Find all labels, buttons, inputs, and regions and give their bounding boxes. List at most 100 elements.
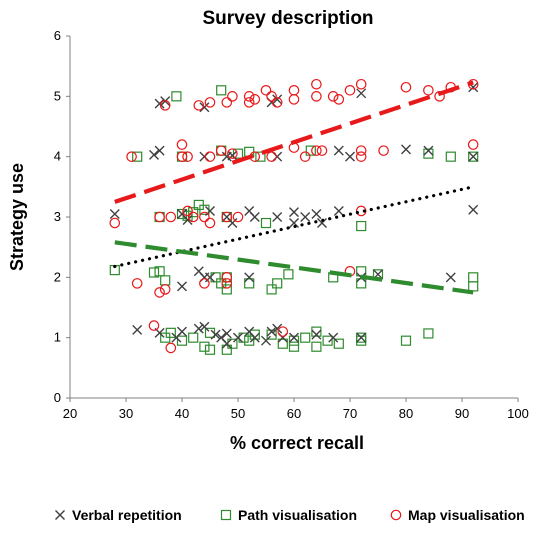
data-point [205,205,215,216]
data-point [165,211,177,223]
marker-stroke [468,151,479,162]
data-point [468,151,479,162]
axes: 0 1 2 3 4 5 6 20 30 40 50 60 70 80 90 100 [54,28,529,421]
data-point [311,145,322,156]
data-point [266,151,277,162]
data-point [244,272,255,283]
marker-stroke [193,323,204,334]
data-point [467,139,479,150]
data-point [289,218,299,229]
data-point [182,151,193,162]
data-point [204,97,216,108]
data-point [271,97,283,108]
data-point [132,151,143,162]
marker-stroke [345,151,355,162]
data-point [272,212,283,222]
data-point [283,269,294,280]
data-point [356,88,367,99]
data-point [266,326,277,337]
data-point [300,212,311,222]
data-point [356,220,367,232]
marker-stroke [249,332,260,343]
data-point [221,344,232,355]
y-tick-label: 2 [54,269,61,284]
data-point [165,327,176,338]
marker-stroke [216,332,227,343]
data-point [160,275,171,286]
legend-label: Map visualisation [408,507,525,523]
data-point [199,341,210,352]
data-point [266,284,277,295]
data-point [132,324,143,335]
data-point [378,145,389,156]
marker-stroke [272,151,283,162]
data-point [260,217,272,229]
data-point [261,335,271,346]
chart-title: Survey description [202,8,373,29]
legend-item: Verbal repetition [55,507,182,523]
data-point [244,335,255,346]
data-point [148,267,160,278]
marker-stroke [277,332,288,343]
marker-stroke [272,323,283,334]
data-point [333,205,344,216]
data-point [266,329,277,340]
data-point [249,212,260,222]
data-point [177,326,187,337]
data-point [423,328,434,339]
x-tick-label: 60 [287,406,301,421]
data-point [233,332,243,343]
data-point [238,332,249,343]
marker-stroke [177,326,187,337]
data-point [266,91,277,102]
data-point [221,278,233,289]
data-point [188,332,199,343]
data-point [345,151,355,162]
data-point [187,211,199,223]
data-point [210,329,221,340]
marker-stroke [423,145,434,156]
data-point [249,94,261,105]
data-point [154,98,165,109]
data-point [400,335,412,346]
data-points [109,78,479,355]
data-point [227,148,238,159]
marker-stroke [244,205,255,216]
data-point [159,284,171,295]
x-tick-label: 30 [119,406,133,421]
x-tick-label: 40 [175,406,189,421]
data-point [401,144,411,155]
data-point [243,91,255,102]
data-point [289,332,299,343]
data-point [288,94,300,105]
data-point [227,338,238,349]
data-point [355,151,367,162]
data-point [205,272,215,283]
marker-stroke [199,321,210,332]
data-point [216,278,227,289]
marker-stroke [221,328,232,339]
data-point [221,338,232,349]
data-point [311,78,322,90]
marker-stroke [445,272,456,283]
trendline-verbal-repetition [113,185,475,269]
marker-stroke [300,212,311,222]
legend-item: Path visualisation [220,507,357,523]
data-point [289,207,299,218]
data-point [288,335,300,346]
data-point [272,278,283,289]
marker-stroke [154,145,165,156]
data-point [176,139,188,150]
data-point [445,272,456,283]
data-point [176,208,188,220]
y-tick-label: 6 [54,28,61,43]
data-point [356,332,367,343]
data-point [193,100,205,111]
data-point [131,278,143,289]
data-point [171,91,182,102]
marker-stroke [244,326,255,337]
y-axis-title: Strategy use [7,163,27,271]
marker-stroke [266,97,277,108]
x-axis-title: % correct recall [230,433,364,453]
data-point [227,150,238,161]
